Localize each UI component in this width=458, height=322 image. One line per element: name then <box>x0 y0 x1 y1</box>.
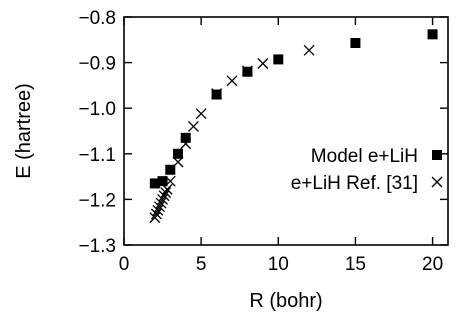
ref-point <box>172 156 184 168</box>
ref-point <box>154 201 165 213</box>
cross-stroke <box>257 58 269 69</box>
legend: Model e+LiH e+LiH Ref. [31] <box>291 146 443 194</box>
ref-point <box>195 108 207 120</box>
ref-point <box>257 58 269 69</box>
cross-stroke <box>155 197 167 209</box>
cross-stroke <box>187 120 199 132</box>
x-axis-label: R (bohr) <box>249 290 322 312</box>
legend-marker-model <box>432 150 442 160</box>
cross-stroke <box>431 176 443 188</box>
ref-point <box>164 175 176 187</box>
plot-frame <box>123 16 449 246</box>
cross-stroke <box>160 187 172 199</box>
ref-point <box>149 212 161 224</box>
model-point <box>149 178 160 189</box>
ref-point <box>187 120 199 132</box>
cross-stroke <box>149 212 161 224</box>
x-axis-ticks: 0 5 10 15 20 <box>119 17 443 275</box>
y-tick-label: −0.9 <box>78 54 116 75</box>
legend-markers <box>431 150 443 188</box>
model-point <box>273 54 284 65</box>
ref-point <box>226 75 238 87</box>
x-tick-label: 0 <box>119 254 130 275</box>
cross-stroke <box>303 44 315 56</box>
model-point <box>350 37 361 48</box>
x-tick-label: 5 <box>196 254 207 275</box>
cross-stroke <box>241 65 253 77</box>
cross-stroke <box>161 183 173 195</box>
cross-stroke <box>154 201 165 213</box>
y-tick-label: −0.8 <box>78 8 116 29</box>
model-point <box>173 148 183 159</box>
ref-point <box>155 197 167 209</box>
model-point <box>165 164 176 175</box>
y-axis-ticks: −1.3 −1.2 −1.1 −1.0 −0.9 −0.8 <box>78 8 448 257</box>
legend-label-model: Model e+LiH <box>311 146 418 167</box>
cross-stroke <box>172 156 184 168</box>
ref-point <box>157 193 169 205</box>
ref-point <box>211 88 223 100</box>
x-tick-label: 15 <box>345 254 366 275</box>
cross-stroke <box>150 208 162 220</box>
ref-point <box>161 183 173 195</box>
model-point <box>180 132 191 143</box>
cross-stroke <box>158 190 170 202</box>
y-tick-label: −1.0 <box>78 99 116 120</box>
cross-stroke <box>164 175 176 187</box>
legend-label-ref: e+LiH Ref. [31] <box>291 173 418 194</box>
cross-stroke <box>180 138 192 150</box>
ref-point <box>150 208 162 220</box>
series-e-lih-ref <box>149 44 315 224</box>
x-tick-label: 10 <box>268 254 289 275</box>
model-point <box>427 29 438 40</box>
ref-point <box>180 138 192 150</box>
legend-marker-ref <box>431 176 443 188</box>
y-tick-label: −1.3 <box>78 236 116 257</box>
y-axis-label: E (hartree) <box>13 83 35 179</box>
plot-border <box>123 16 449 246</box>
y-tick-label: −1.1 <box>78 145 116 166</box>
x-tick-label: 20 <box>422 254 443 275</box>
ref-point <box>303 44 315 56</box>
ref-point <box>152 204 164 216</box>
ref-point <box>158 190 170 202</box>
cross-stroke <box>152 204 164 216</box>
model-point <box>157 176 168 187</box>
cross-stroke <box>226 75 238 87</box>
y-tick-label: −1.2 <box>78 190 116 211</box>
cross-stroke <box>157 193 169 205</box>
ref-point <box>160 187 172 199</box>
cross-stroke <box>195 108 207 120</box>
ref-point <box>241 65 253 77</box>
cross-stroke <box>211 88 223 100</box>
